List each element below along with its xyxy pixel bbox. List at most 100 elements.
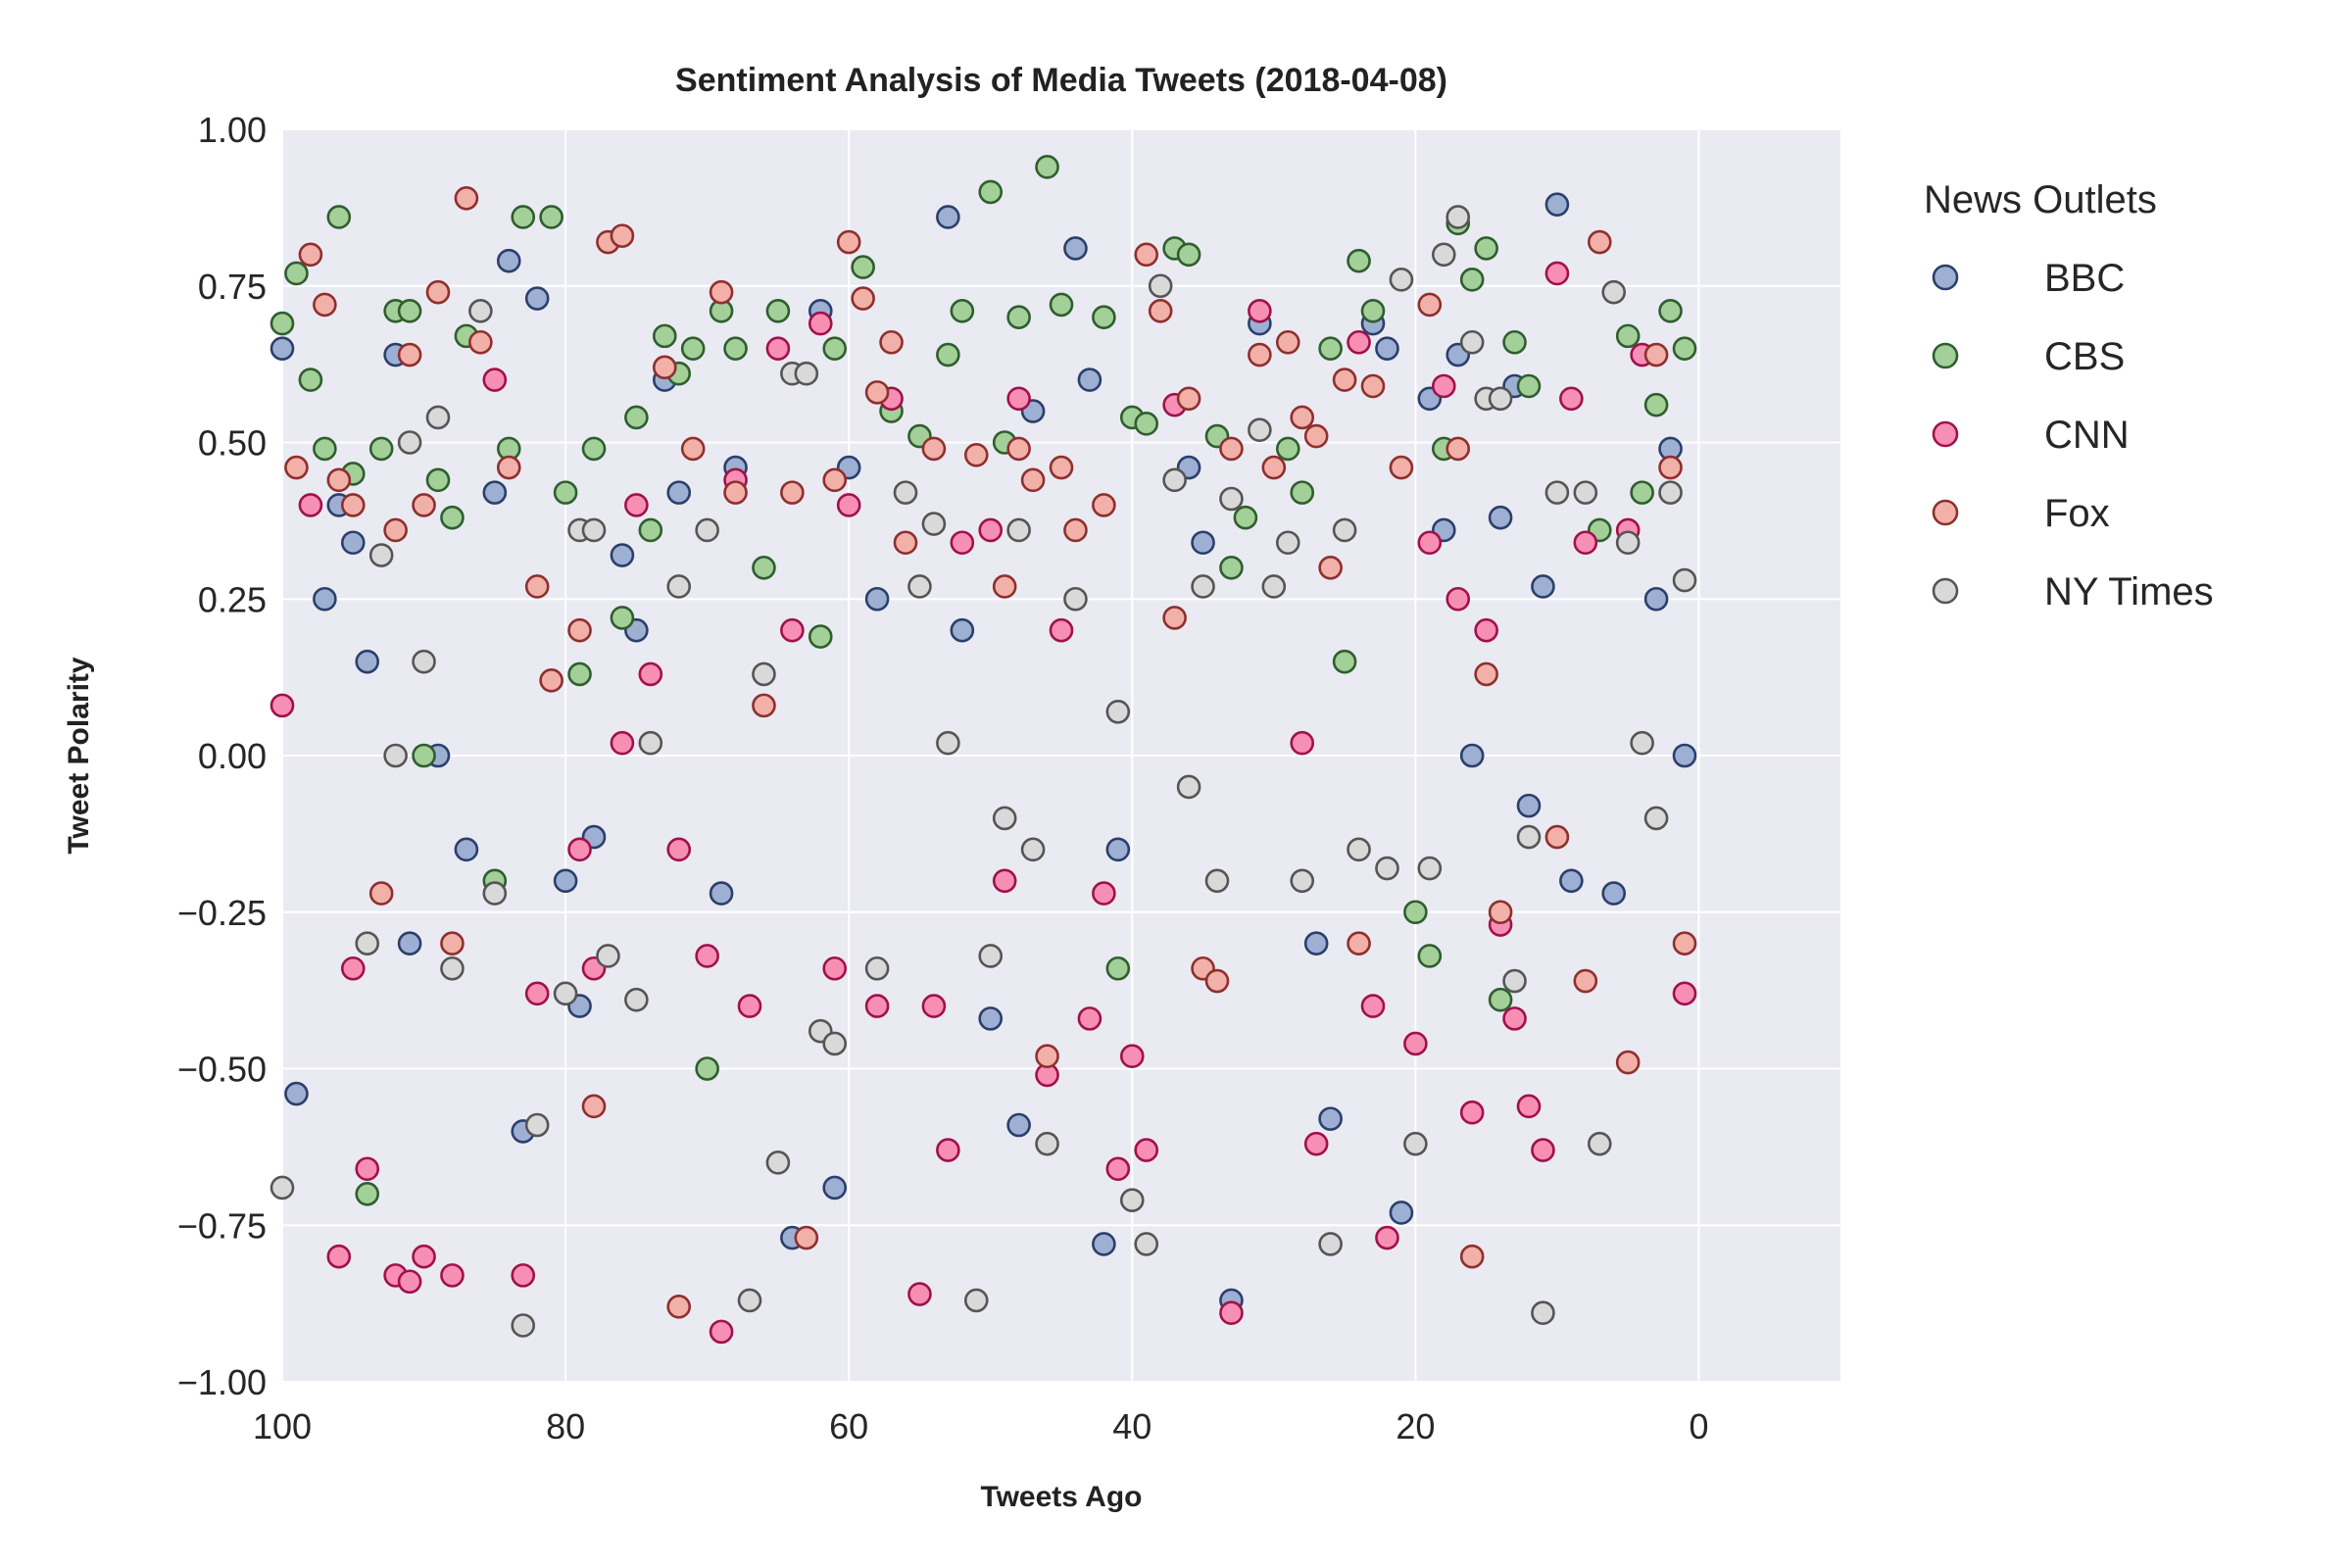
data-point [412,1244,436,1269]
data-point [270,1175,295,1200]
data-point [1544,261,1570,286]
data-point [397,430,422,455]
data-point [610,223,635,248]
data-point [454,185,479,211]
data-point [1488,900,1513,925]
data-point [780,617,805,643]
data-point [1615,323,1641,349]
data-point [1347,329,1371,355]
data-point [1176,774,1201,800]
data-point [397,299,422,323]
data-point [1275,436,1300,462]
data-point [1658,480,1683,505]
y-tick-label: 0.00 [198,736,267,776]
data-point [822,336,848,361]
data-point [1092,493,1116,517]
data-point [1630,730,1654,756]
data-point [1417,856,1443,881]
data-point [1148,273,1173,299]
data-point [1417,944,1443,968]
data-point [1248,417,1272,443]
y-tick-label: 0.25 [198,579,267,619]
x-axis-ticks: 100 80 60 40 20 0 [253,1406,1709,1446]
data-point [1459,329,1485,355]
data-point [1063,586,1088,612]
data-point [992,806,1017,831]
data-point [1092,305,1116,330]
data-point [270,336,295,361]
legend-marker [1932,264,1959,291]
data-point [482,480,508,505]
data-point [1459,1100,1485,1125]
data-point [1446,586,1471,612]
data-point [1531,1138,1555,1162]
data-point [1063,517,1088,543]
data-point [963,442,989,467]
data-point [864,380,890,405]
y-tick-label: 0.50 [198,423,267,464]
data-point [284,1081,309,1106]
x-tick-label: 80 [546,1406,585,1446]
data-point [695,1056,719,1081]
data-point [1403,1131,1428,1156]
legend-label: NY Times [2044,570,2214,613]
data-point [1176,386,1201,412]
data-point [1105,1156,1131,1182]
data-point [425,405,451,430]
data-point [1587,229,1612,255]
legend-marker [1932,342,1959,369]
data-point [1573,968,1598,994]
data-point [1049,292,1074,318]
data-point [368,436,394,462]
data-point [1360,994,1386,1018]
data-point [1092,881,1116,906]
data-point [1290,480,1315,505]
data-point [1347,248,1371,273]
data-point [397,931,422,956]
data-point [695,517,719,543]
legend-label: BBC [2044,257,2125,300]
data-point [355,1156,380,1182]
data-point [1248,342,1272,368]
y-axis-ticks: 1.00 0.75 0.50 0.25 0.00 −0.25 −0.50 −0.75 −1.00 [177,110,267,1402]
data-point [1389,455,1414,480]
data-point [1544,480,1570,505]
data-point [340,956,366,981]
data-point [1006,436,1031,462]
data-point [893,530,918,556]
data-point [851,255,875,279]
data-point [822,1175,848,1200]
data-point [864,994,890,1018]
data-point [1403,900,1428,925]
data-point [1134,412,1159,436]
data-point [950,299,975,323]
data-point [581,436,607,462]
data-point [1587,1131,1612,1156]
data-point [1347,931,1371,956]
x-tick-label: 0 [1689,1406,1708,1446]
data-point [864,586,890,612]
data-point [1275,530,1300,556]
data-point [1643,392,1669,417]
data-point [524,286,550,311]
data-point [596,944,620,968]
data-point [808,311,833,336]
data-point [752,662,776,687]
data-point [1105,699,1131,724]
data-point [1347,837,1371,862]
data-point [313,292,337,318]
legend-label: Fox [2044,492,2110,535]
data-point [1049,455,1074,480]
data-point [610,606,635,630]
data-point [440,1263,465,1288]
data-point [1290,730,1315,756]
data-point [1049,617,1074,643]
data-point [907,1282,932,1306]
data-point [270,693,295,718]
data-point [1248,299,1272,323]
data-point [610,730,635,756]
data-point [765,299,791,323]
data-point [1077,368,1102,392]
data-point [368,543,394,567]
